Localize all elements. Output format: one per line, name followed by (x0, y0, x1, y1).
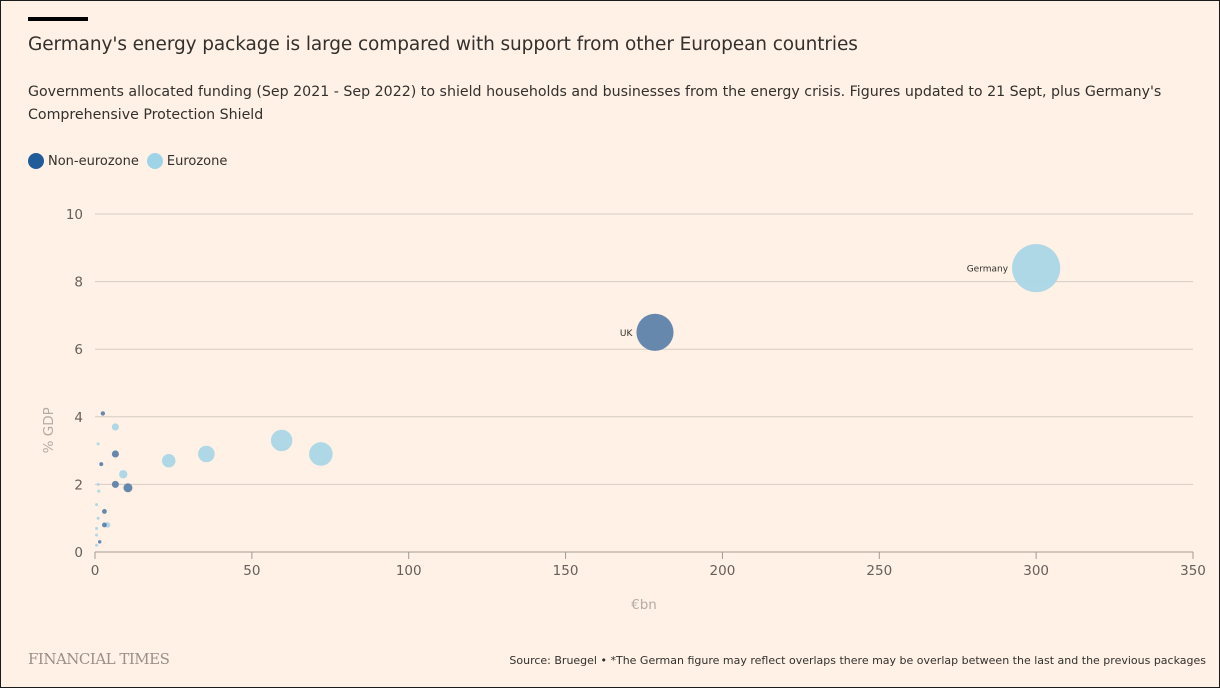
bubble-non-eurozone-8 (98, 540, 102, 544)
bubble-eurozone-2 (270, 429, 293, 452)
y-tick-label-0: 0 (74, 545, 83, 561)
bubble-non-eurozone-3 (111, 480, 119, 488)
chart-title: Germany's energy package is large compar… (28, 34, 858, 55)
x-tick-label-50: 50 (243, 563, 260, 579)
x-tick-label-250: 250 (866, 563, 892, 579)
x-axis: 0 50 100 150 200 250 300 350 (91, 551, 1206, 579)
legend-swatch-eurozone (146, 153, 163, 169)
bubble-eurozone-5 (111, 423, 119, 431)
bubble-non-eurozone-1 (123, 483, 133, 493)
bubble-eurozone-4 (161, 454, 176, 468)
bubble-non-eurozone-7 (102, 522, 107, 528)
x-axis-title: €bn (631, 597, 657, 613)
point-labels: Germany UK (620, 265, 1009, 339)
bubble-eurozone-12 (96, 516, 100, 520)
y-axis-title: % GDP (41, 407, 57, 453)
bubble-non-eurozone-6 (102, 509, 107, 514)
bubble-eurozone-3 (198, 445, 215, 463)
x-tick-label-200: 200 (710, 563, 736, 579)
legend-item-eurozone: Eurozone (146, 153, 228, 169)
y-tick-label-10: 10 (66, 207, 83, 223)
bubble-eurozone-11 (95, 503, 99, 507)
x-tick-label-150: 150 (553, 563, 579, 579)
bubble-non-eurozone-4 (100, 411, 106, 416)
legend-label-non-eurozone: Non-eurozone (48, 153, 139, 169)
chart-subtitle: Governments allocated funding (Sep 2021 … (28, 84, 1162, 123)
ft-brand-logo: FINANCIAL TIMES (28, 650, 170, 668)
bubble-eurozone-8 (96, 442, 100, 446)
bubble-uk (636, 313, 674, 351)
bubbles (95, 244, 1061, 547)
source-note: Source: Bruegel • *The German figure may… (509, 654, 1206, 667)
x-tick-label-350: 350 (1180, 563, 1206, 579)
bubble-eurozone-9 (96, 482, 100, 486)
x-tick-label-100: 100 (396, 563, 422, 579)
bubble-eurozone-13 (95, 526, 99, 530)
y-tick-label-2: 2 (74, 477, 83, 493)
bubble-non-eurozone-2 (111, 450, 119, 458)
x-tick-label-0: 0 (91, 563, 100, 579)
x-tick-label-300: 300 (1023, 563, 1049, 579)
legend-label-eurozone: Eurozone (166, 153, 228, 169)
bubble-germany (1012, 244, 1061, 293)
bubble-eurozone-15 (95, 543, 99, 547)
legend: Non-eurozone Eurozone (28, 153, 235, 169)
point-label-germany: Germany (967, 265, 1009, 275)
bubble-non-eurozone-5 (99, 462, 104, 467)
y-tick-label-8: 8 (74, 275, 83, 291)
y-tick-label-6: 6 (74, 342, 83, 358)
legend-item-non-eurozone: Non-eurozone (28, 153, 139, 169)
ft-top-rule (28, 17, 88, 21)
legend-swatch-non-eurozone (28, 153, 44, 169)
bubble-eurozone-14 (95, 533, 99, 537)
y-tick-label-4: 4 (74, 410, 83, 426)
bubble-eurozone-6 (119, 470, 128, 479)
point-label-uk: UK (620, 329, 634, 339)
y-axis-ticks: 0 2 4 6 8 10 (66, 207, 83, 561)
bubble-eurozone-10 (97, 489, 101, 493)
bubble-eurozone-1 (309, 442, 333, 466)
gridlines (95, 213, 1193, 485)
